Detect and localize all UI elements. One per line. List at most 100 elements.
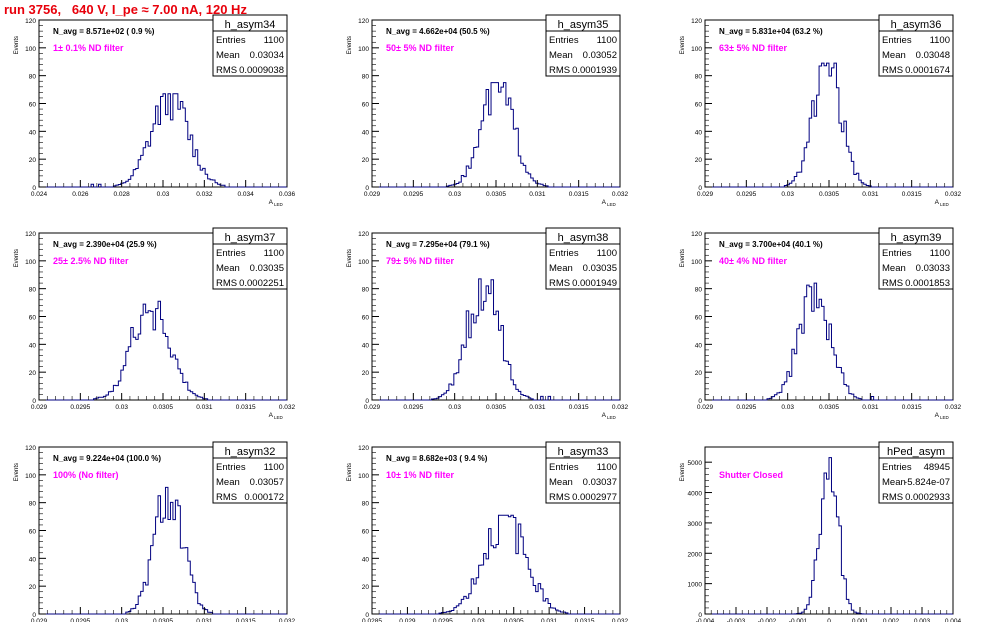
y-tick-label: 20	[29, 157, 37, 164]
histogram-line	[705, 282, 953, 401]
stats-value: 0.0002251	[239, 278, 284, 289]
x-tick-label: 0.029	[31, 404, 48, 411]
x-tick-label: 0.029	[399, 618, 416, 622]
stats-value: 0.03052	[583, 50, 617, 61]
x-tick-label: 0.031	[196, 404, 213, 411]
y-tick-label: 80	[362, 287, 370, 294]
x-tick-label: -0.001	[789, 618, 808, 622]
stats-label: Mean	[882, 263, 906, 274]
navg-label: N_avg = 4.662e+04 (50.5 %)	[386, 27, 490, 36]
y-tick-label: 60	[29, 529, 37, 536]
histogram-panel-h_asym35: 0 20 40 60 80 100 120 0.029 0.0295 0.03 0.0305 0.03…	[347, 14, 629, 207]
stats-value: 0.0001853	[905, 278, 950, 289]
histogram-title: hPed_asym	[887, 446, 945, 458]
histogram-line	[372, 278, 620, 401]
histogram-panel-h_asym39: 0 20 40 60 80 100 120 0.029 0.0295 0.03 0.0305 0.03…	[680, 227, 962, 420]
x-tick-label: 0.0315	[902, 191, 922, 198]
y-tick-label: 60	[695, 315, 703, 322]
y-tick-label: 120	[358, 231, 369, 238]
y-tick-label: 80	[695, 287, 703, 294]
y-tick-label: 120	[25, 18, 36, 25]
x-tick-label: 0.032	[279, 404, 296, 411]
stats-box	[212, 14, 288, 77]
navg-label: N_avg = 9.224e+04 (100.0 %)	[53, 454, 161, 463]
filter-annotation: 50± 5% ND filter	[386, 43, 454, 53]
x-tick-label: 0.036	[279, 191, 296, 198]
stats-box	[878, 14, 954, 77]
stats-value: 1100	[264, 35, 284, 46]
x-axis-label: A	[269, 412, 274, 419]
y-tick-label: 40	[362, 129, 370, 136]
stats-label: Entries	[549, 35, 579, 46]
stats-value: 1100	[264, 462, 284, 473]
stats-value: 0.0001674	[905, 65, 950, 76]
y-axis-label: Events	[14, 36, 20, 54]
navg-label: N_avg = 7.295e+04 (79.1 %)	[386, 240, 490, 249]
y-tick-label: 80	[29, 501, 37, 508]
stats-label: RMS	[882, 278, 903, 289]
y-tick-label: 40	[695, 129, 703, 136]
x-tick-label: 0.031	[196, 618, 213, 622]
x-tick-label: 0.03	[472, 618, 485, 622]
x-tick-label: 0.024	[31, 191, 48, 198]
histogram-panel-hPed_asym: 0 1000 2000 3000 4000 5000 -0.004 -0.003 -0.002 -…	[680, 441, 962, 622]
stats-label: RMS	[549, 492, 570, 503]
x-tick-label: 0.004	[945, 618, 962, 622]
stats-value: 0.0001939	[572, 65, 617, 76]
stats-box	[878, 227, 954, 290]
x-tick-label: 0.032	[945, 404, 962, 411]
y-tick-label: 60	[29, 315, 37, 322]
stats-value: 1100	[264, 248, 284, 259]
y-tick-label: 0	[32, 398, 36, 405]
x-tick-label: 0.0305	[486, 191, 506, 198]
x-axis-label: A	[269, 199, 274, 206]
y-tick-label: 40	[29, 129, 37, 136]
histogram-panel-h_asym33: 0 20 40 60 80 100 120 0.0285 0.029 0.0295 0.03 0.03…	[347, 441, 629, 622]
x-tick-label: 0.032	[945, 191, 962, 198]
x-tick-label: 0.03	[115, 618, 128, 622]
y-tick-label: 100	[358, 46, 369, 53]
y-tick-label: 0	[698, 398, 702, 405]
stats-value: 0.0009038	[239, 65, 284, 76]
x-tick-label: 0.0315	[569, 404, 589, 411]
x-axis-label-subscript: LED	[940, 415, 950, 420]
histogram-title: h_asym36	[891, 19, 942, 31]
x-tick-label: 0.029	[364, 191, 381, 198]
x-tick-label: -0.003	[727, 618, 746, 622]
y-tick-label: 60	[362, 102, 370, 109]
histogram-line	[372, 82, 620, 188]
stats-label: RMS	[549, 65, 570, 76]
stats-label: RMS	[216, 278, 237, 289]
navg-label: N_avg = 8.571e+02 ( 0.9 %)	[53, 27, 155, 36]
navg-label: N_avg = 8.682e+03 ( 9.4 %)	[386, 454, 488, 463]
y-tick-label: 80	[362, 501, 370, 508]
stats-label: Mean	[549, 263, 573, 274]
stats-label: Entries	[216, 248, 246, 259]
x-tick-label: 0.0295	[70, 618, 90, 622]
x-tick-label: 0.03	[781, 191, 794, 198]
y-tick-label: 5000	[688, 460, 703, 467]
y-axis-label: Events	[347, 463, 353, 481]
y-tick-label: 80	[29, 287, 37, 294]
x-tick-label: 0.003	[914, 618, 931, 622]
y-tick-label: 20	[695, 370, 703, 377]
y-tick-label: 20	[29, 370, 37, 377]
y-tick-label: 100	[691, 259, 702, 266]
x-axis-label-subscript: LED	[274, 202, 284, 207]
stats-label: Entries	[882, 35, 912, 46]
histogram-line	[705, 62, 953, 188]
stats-value: 0.03035	[583, 263, 617, 274]
x-tick-label: 0.029	[697, 191, 714, 198]
y-tick-label: 20	[362, 157, 370, 164]
x-tick-label: 0.026	[72, 191, 89, 198]
x-axis-label-subscript: LED	[607, 202, 617, 207]
stats-label: RMS	[549, 278, 570, 289]
stats-value: 1100	[597, 35, 617, 46]
histogram-panel-h_asym34: 0 20 40 60 80 100 120 0.024 0.026 0.028 0.03 0.032 0…	[14, 14, 296, 207]
stats-label: RMS	[882, 65, 903, 76]
stats-value: 0.03034	[250, 50, 284, 61]
x-tick-label: 0.0315	[569, 191, 589, 198]
x-tick-label: 0.031	[541, 618, 558, 622]
y-tick-label: 0	[365, 398, 369, 405]
x-tick-label: 0.002	[883, 618, 900, 622]
